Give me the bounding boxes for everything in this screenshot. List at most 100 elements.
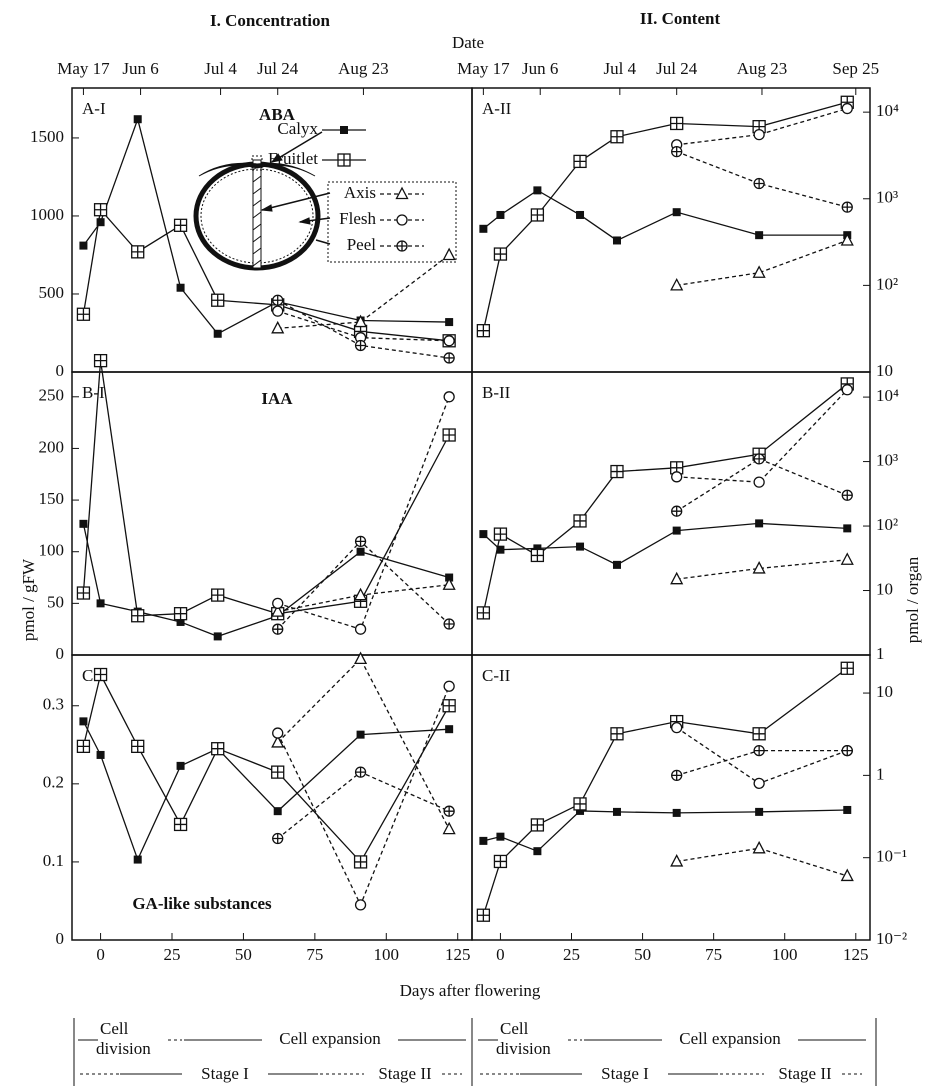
marker: [612, 807, 621, 816]
marker: [356, 547, 365, 556]
date-tick-label: Jul 4: [604, 59, 637, 78]
marker-shape: [442, 821, 456, 835]
stage-text: Cell: [100, 1019, 129, 1038]
marker-shape: [479, 836, 488, 845]
marker-shape: [670, 854, 684, 867]
x-tick-label: 0: [496, 945, 505, 964]
marker-shape: [753, 128, 765, 141]
date-tick-label: May 17: [457, 59, 510, 78]
arrowhead: [270, 153, 283, 163]
y-tick-label: 500: [39, 283, 65, 302]
x-tick-label: 100: [772, 945, 798, 964]
marker: [353, 314, 368, 328]
marker: [753, 453, 765, 465]
marker-shape: [444, 352, 455, 363]
column-title: II. Content: [640, 9, 721, 28]
marker-shape: [531, 549, 544, 562]
marker-shape: [671, 471, 683, 483]
marker: [337, 153, 351, 167]
marker-shape: [840, 233, 854, 246]
marker-shape: [672, 808, 681, 817]
marker-shape: [271, 604, 285, 617]
marker: [76, 586, 91, 600]
marker: [671, 769, 683, 782]
legend-label: Axis: [344, 183, 376, 202]
series-line: [482, 383, 848, 614]
marker-shape: [671, 770, 682, 781]
marker: [479, 836, 488, 845]
marker: [271, 735, 285, 748]
marker: [610, 727, 624, 741]
date-label: Date: [452, 33, 484, 52]
marker-shape: [94, 668, 107, 681]
y-axis-title: pmol / gFW: [19, 558, 38, 641]
marker: [356, 730, 365, 739]
marker: [493, 247, 508, 261]
marker: [670, 571, 684, 585]
marker: [211, 588, 225, 602]
x-tick-label: 75: [705, 945, 722, 964]
marker: [840, 233, 854, 246]
stage-text: Cell expansion: [279, 1029, 381, 1048]
legend-label: Flesh: [339, 209, 376, 228]
marker-shape: [612, 560, 621, 569]
y-tick-label: 10³: [876, 450, 898, 469]
marker-shape: [176, 761, 185, 770]
marker: [840, 552, 854, 565]
marker-shape: [354, 623, 367, 635]
stage-text: Cell: [500, 1019, 529, 1038]
marker-shape: [354, 899, 367, 911]
marker-shape: [442, 247, 456, 261]
date-tick-label: Jul 24: [656, 59, 698, 78]
y-tick-label: 10²: [876, 274, 898, 293]
panel-label: B-I: [82, 383, 105, 402]
marker-shape: [753, 777, 765, 790]
marker-shape: [843, 805, 852, 814]
marker-shape: [272, 624, 283, 635]
y-tick-label: 100: [39, 541, 65, 560]
y-tick-label: 150: [39, 489, 65, 508]
panel-frame: [471, 87, 871, 373]
marker-shape: [670, 277, 684, 291]
date-tick-label: May 17: [57, 59, 110, 78]
marker: [752, 265, 766, 278]
panel-label: A-I: [82, 99, 106, 118]
marker-shape: [211, 742, 224, 755]
marker-shape: [272, 833, 283, 844]
marker: [672, 526, 681, 535]
marker: [442, 428, 456, 442]
marker: [272, 623, 284, 635]
marker: [610, 464, 624, 479]
marker: [272, 294, 284, 306]
marker: [671, 145, 683, 158]
marker-shape: [842, 745, 853, 756]
marker-shape: [77, 740, 90, 753]
marker: [272, 597, 284, 610]
marker: [753, 744, 765, 757]
fruit-axis: [252, 159, 262, 269]
marker-shape: [477, 324, 490, 337]
marker-shape: [576, 542, 585, 551]
marker: [671, 505, 683, 517]
marker-shape: [176, 283, 185, 292]
marker: [476, 908, 491, 922]
marker-shape: [131, 609, 144, 622]
y-tick-label: 10⁴: [876, 101, 899, 120]
marker-shape: [752, 561, 766, 574]
stage-text: Stage I: [601, 1064, 649, 1083]
marker: [272, 305, 284, 317]
panel-frame: [471, 654, 871, 941]
y-tick-label: 0: [56, 929, 65, 948]
marker: [211, 742, 225, 756]
legend-box: [327, 181, 457, 263]
marker-shape: [213, 632, 222, 641]
marker: [93, 667, 108, 682]
series-line: [82, 523, 450, 638]
marker: [176, 283, 185, 292]
marker: [576, 210, 585, 219]
marker: [530, 818, 545, 832]
marker: [213, 632, 222, 641]
marker-shape: [496, 210, 505, 219]
marker-shape: [444, 619, 455, 630]
